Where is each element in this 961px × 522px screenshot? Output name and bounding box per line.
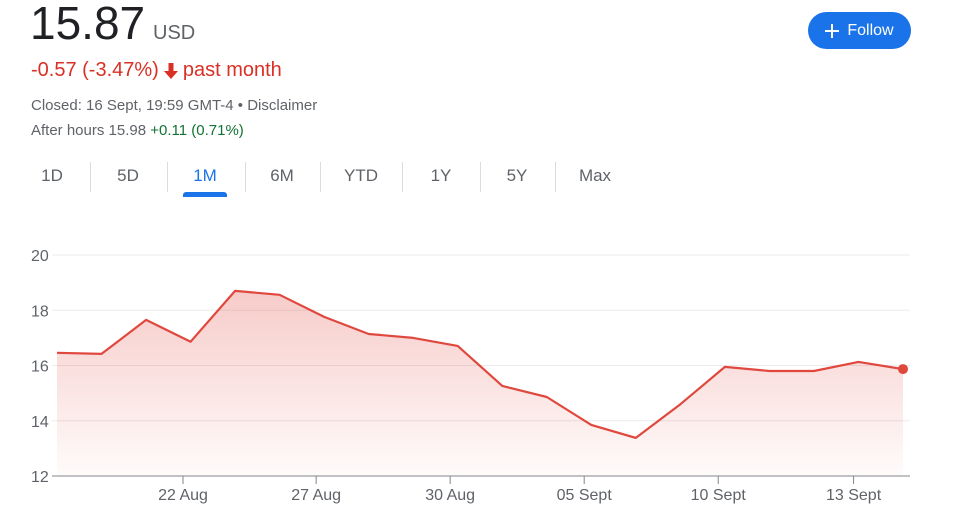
x-tick-label: 22 Aug	[158, 487, 208, 504]
closed-info[interactable]: Closed: 16 Sept, 19:59 GMT-4 • Disclaime…	[31, 97, 318, 114]
x-tick-label: 13 Sept	[826, 487, 882, 504]
tab-separator	[480, 162, 481, 192]
period: past month	[182, 59, 282, 81]
after-hours-change: +0.11 (0.71%)	[150, 122, 244, 139]
tab[interactable]: 5D	[117, 166, 139, 185]
y-tick-label: 12	[31, 469, 49, 486]
x-tick-label: 27 Aug	[291, 487, 341, 504]
after-hours-price: After hours 15.98	[31, 122, 147, 139]
price: 15.87	[30, 0, 146, 49]
tab[interactable]: 1D	[41, 166, 63, 185]
x-tick-label: 30 Aug	[425, 487, 475, 504]
down-arrow	[163, 62, 178, 79]
tab[interactable]: 1M	[193, 166, 217, 185]
tab-separator	[90, 162, 91, 192]
range-tabs: 1D 5D 1M 6M YTD 1Y 5Y Max	[0, 160, 640, 200]
plus-icon	[825, 23, 840, 38]
y-tick-label: 18	[31, 303, 49, 320]
y-tick-label: 16	[31, 359, 49, 376]
tab-separator	[320, 162, 321, 192]
price-line	[56, 289, 904, 439]
tab-separator	[555, 162, 556, 192]
tab[interactable]: 6M	[270, 166, 294, 185]
x-tick-label: 10 Sept	[691, 487, 747, 504]
y-tick-label: 20	[31, 248, 49, 265]
tab[interactable]: Max	[578, 166, 612, 185]
tab-separator	[245, 162, 246, 192]
chart: 12 14 16 18 20 22 Aug 27 Aug 30 Aug 05 Sept 10 Se…	[31, 248, 910, 504]
follow-button[interactable]: Follow	[808, 12, 911, 49]
change-row: -0.57 (-3.47%) past month	[31, 59, 282, 82]
tab-separator	[167, 162, 168, 192]
tab-separator	[402, 162, 403, 192]
follow-label: Follow	[847, 21, 894, 39]
currency: USD	[153, 22, 196, 44]
y-tick-label: 14	[31, 414, 49, 431]
last-point	[898, 364, 908, 375]
x-tick-label: 05 Sept	[557, 487, 613, 504]
active-indicator	[183, 192, 227, 197]
after-hours: After hours 15.98 +0.11 (0.71%)	[31, 122, 244, 139]
change: -0.57 (-3.47%)	[31, 59, 159, 81]
tab[interactable]: 1Y	[430, 166, 452, 185]
tab[interactable]: 5Y	[506, 166, 528, 185]
tab[interactable]: YTD	[344, 166, 378, 185]
area	[57, 290, 903, 476]
